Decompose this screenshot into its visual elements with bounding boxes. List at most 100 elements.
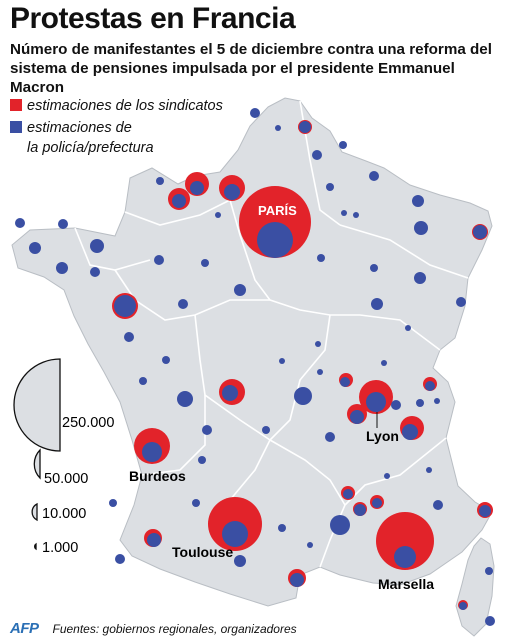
circle-north-3 <box>312 150 322 160</box>
circle-nimes-police <box>343 489 353 499</box>
circle-south-1 <box>278 524 286 532</box>
scale-circle-50000 <box>33 448 41 480</box>
label-burdeos: Burdeos <box>129 468 186 484</box>
circle-tours <box>178 299 188 309</box>
circle-rennes <box>90 239 104 253</box>
circle-grenoble-police <box>402 424 418 440</box>
circle-sw-3 <box>192 499 200 507</box>
source-note: Fuentes: gobiernos regionales, organizad… <box>52 622 297 636</box>
circle-north-5 <box>326 183 334 191</box>
circle-bayonne <box>115 554 125 564</box>
circle-nancy <box>414 221 428 235</box>
circle-east-1 <box>341 210 347 216</box>
circle-bretagne-2 <box>29 242 41 254</box>
scale-label-50000: 50.000 <box>44 471 88 487</box>
circle-avignon-police <box>354 504 366 516</box>
circle-mulhouse <box>456 297 466 307</box>
map-subtitle: Número de manifestantes el 5 de diciembr… <box>10 41 492 96</box>
label-toulouse: Toulouse <box>172 544 233 560</box>
protest-circles <box>15 108 495 626</box>
circle-marsella-unions <box>376 512 434 570</box>
circle-saintetienne-police <box>350 410 364 424</box>
circle-alps-1 <box>391 400 401 410</box>
circle-clermont <box>325 432 335 442</box>
legend-police-label-1: estimaciones de <box>27 120 132 136</box>
circle-dijon <box>371 298 383 310</box>
circle-lyon-police <box>366 392 386 412</box>
circle-lemans <box>154 255 164 265</box>
scale-circle-1000 <box>34 542 37 551</box>
legend-unions-label: estimaciones de los sindicatos <box>27 98 223 114</box>
circle-west-1 <box>124 332 134 342</box>
circle-poitiers <box>177 391 193 407</box>
circle-east-2 <box>353 212 359 218</box>
circle-west-3 <box>162 356 170 364</box>
afp-logo: AFP <box>10 620 39 637</box>
circle-se-1 <box>384 473 390 479</box>
circle-roanne-police <box>340 377 350 387</box>
circle-lehavre-police <box>190 181 204 195</box>
circle-limoges-police <box>222 385 238 401</box>
circle-burdeos-police <box>142 442 162 462</box>
scale-label-1000: 1.000 <box>42 540 78 556</box>
circle-brest <box>15 218 25 228</box>
circle-lille-police <box>299 121 311 133</box>
circle-bretagne-4 <box>90 267 100 277</box>
circle-north-2 <box>275 125 281 131</box>
circle-paris-police <box>257 222 293 258</box>
circle-center-6 <box>202 425 212 435</box>
legend-unions: estimaciones de los sindicatos <box>10 97 223 115</box>
circle-bastia <box>485 567 493 575</box>
label-paris: PARÍS <box>258 203 297 218</box>
circle-center-2 <box>279 358 285 364</box>
circle-ajaccio-police <box>459 602 467 610</box>
circle-nantes-police <box>114 295 136 317</box>
circle-alps-2 <box>416 399 424 407</box>
circle-alps-4 <box>381 360 387 366</box>
circle-se-3 <box>426 467 432 473</box>
scale-circle-250000 <box>13 358 61 452</box>
circle-north-1 <box>250 108 260 118</box>
circle-corsica-south <box>485 616 495 626</box>
legend-police-label-2: la policía/prefectura <box>27 140 154 156</box>
scale-label-250000: 250.000 <box>62 415 114 431</box>
circle-orleans <box>234 284 246 296</box>
footer: AFP Fuentes: gobiernos regionales, organi… <box>10 620 297 637</box>
circle-south-2 <box>307 542 313 548</box>
circle-sw-2 <box>109 499 117 507</box>
circle-east-4 <box>370 264 378 272</box>
circle-caen-police <box>172 194 186 208</box>
legend-swatch-blue <box>10 121 22 133</box>
circle-montpellier <box>330 515 350 535</box>
scale-label-10000: 10.000 <box>42 506 86 522</box>
circle-bretagne-1 <box>58 219 68 229</box>
france-mainland <box>11 97 493 607</box>
circle-center-1 <box>294 387 312 405</box>
circle-rouen-police <box>224 184 240 200</box>
circle-east-3 <box>317 254 325 262</box>
circle-tarbes <box>234 555 246 567</box>
size-scale <box>13 358 61 551</box>
circle-alps-3 <box>434 398 440 404</box>
corsica <box>455 537 495 637</box>
circle-angers <box>201 259 209 267</box>
circle-besancon <box>414 272 426 284</box>
circle-pau-police <box>147 533 161 547</box>
circle-west-2 <box>139 377 147 385</box>
circle-north-4 <box>339 141 347 149</box>
circle-metz <box>412 195 424 207</box>
map-title: Protestas en Francia <box>10 2 296 35</box>
circle-center-5 <box>262 426 270 434</box>
circle-perpignan-police <box>290 573 304 587</box>
circle-valence-police <box>372 498 382 508</box>
circle-bretagne-3 <box>56 262 68 274</box>
circle-north-7 <box>156 177 164 185</box>
circle-se-2 <box>433 500 443 510</box>
circle-sw-1 <box>198 456 206 464</box>
legend-police-line2: la policía/prefectura <box>27 139 154 157</box>
circle-strasbourg-police <box>473 225 487 239</box>
legend-swatch-red <box>10 99 22 111</box>
circle-nice-police <box>479 505 491 517</box>
scale-circle-10000 <box>31 502 38 522</box>
